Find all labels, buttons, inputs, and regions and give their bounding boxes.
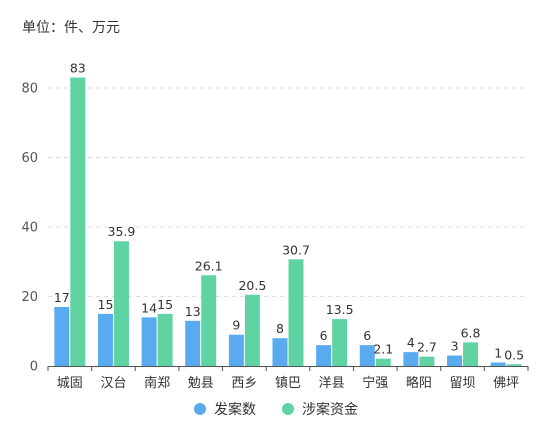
bar-cases[interactable] <box>490 362 506 366</box>
bar-cases[interactable] <box>97 313 113 366</box>
legend-swatch-cases <box>194 403 206 415</box>
bar-funds[interactable] <box>288 259 304 366</box>
data-label-cases: 6 <box>363 328 371 343</box>
bar-funds[interactable] <box>201 275 217 366</box>
legend: 发案数 涉案资金 <box>0 399 552 419</box>
bar-funds[interactable] <box>70 77 86 366</box>
legend-label-cases: 发案数 <box>214 402 256 418</box>
bar-cases[interactable] <box>316 345 332 366</box>
y-tick-label: 60 <box>21 151 38 166</box>
data-label-cases: 1 <box>494 346 502 361</box>
bar-cases[interactable] <box>185 320 201 366</box>
data-label-funds: 83 <box>70 61 86 76</box>
legend-item-cases[interactable]: 发案数 <box>194 399 256 419</box>
legend-item-funds[interactable]: 涉案资金 <box>282 399 358 419</box>
x-category-label: 佛坪 <box>493 376 519 391</box>
x-category-label: 留坝 <box>450 376 476 391</box>
data-label-cases: 17 <box>54 290 70 305</box>
x-category-label: 略阳 <box>406 375 432 391</box>
data-label-funds: 2.1 <box>373 342 393 357</box>
data-label-cases: 9 <box>232 318 240 333</box>
y-tick-label: 40 <box>21 221 38 236</box>
legend-label-funds: 涉案资金 <box>302 402 358 418</box>
data-label-funds: 6.8 <box>461 325 481 340</box>
x-category-label: 洋县 <box>319 376 345 391</box>
data-label-funds: 15 <box>157 297 173 312</box>
x-category-label: 勉县 <box>188 376 214 391</box>
bar-cases[interactable] <box>228 334 244 366</box>
data-label-funds: 26.1 <box>195 258 223 273</box>
y-tick-label: 80 <box>21 82 38 97</box>
grid-layer: 0 20 40 60 80 <box>21 82 529 375</box>
x-category-label: 镇巴 <box>275 376 301 391</box>
data-label-funds: 0.5 <box>504 347 524 362</box>
bar-funds[interactable] <box>244 294 260 366</box>
bar-funds[interactable] <box>157 313 173 366</box>
x-category-label: 城固 <box>57 376 83 391</box>
x-category-label: 汉台 <box>100 376 126 391</box>
data-label-cases: 15 <box>98 297 114 312</box>
bar-cases[interactable] <box>359 345 375 366</box>
x-category-label: 南郑 <box>144 375 170 391</box>
data-label-cases: 14 <box>141 300 157 315</box>
y-tick-label: 0 <box>30 360 38 375</box>
data-label-cases: 8 <box>276 321 284 336</box>
bar-cases[interactable] <box>272 338 288 366</box>
data-label-funds: 13.5 <box>326 302 354 317</box>
bar-funds[interactable] <box>506 364 522 366</box>
x-category-label: 西乡 <box>231 376 257 391</box>
data-label-cases: 6 <box>320 328 328 343</box>
data-label-funds: 30.7 <box>282 242 310 257</box>
data-label-cases: 3 <box>451 339 459 354</box>
bar-funds[interactable] <box>419 356 435 366</box>
bar-funds[interactable] <box>113 241 129 366</box>
data-label-funds: 2.7 <box>417 340 437 355</box>
data-label-funds: 35.9 <box>108 224 136 239</box>
y-tick-label: 20 <box>21 290 38 305</box>
bar-cases[interactable] <box>447 355 463 366</box>
data-label-funds: 20.5 <box>238 278 266 293</box>
legend-swatch-funds <box>282 403 294 415</box>
bar-cases[interactable] <box>403 352 419 366</box>
data-label-cases: 13 <box>185 304 201 319</box>
data-label-cases: 4 <box>407 335 415 350</box>
bar-funds[interactable] <box>332 319 348 366</box>
bar-layer <box>54 77 522 366</box>
bar-funds[interactable] <box>375 358 391 366</box>
x-category-label: 宁强 <box>362 375 388 391</box>
bar-cases[interactable] <box>141 317 157 366</box>
bar-cases[interactable] <box>54 306 70 366</box>
bar-funds[interactable] <box>463 342 479 366</box>
unit-label: 单位：件、万元 <box>22 20 120 36</box>
